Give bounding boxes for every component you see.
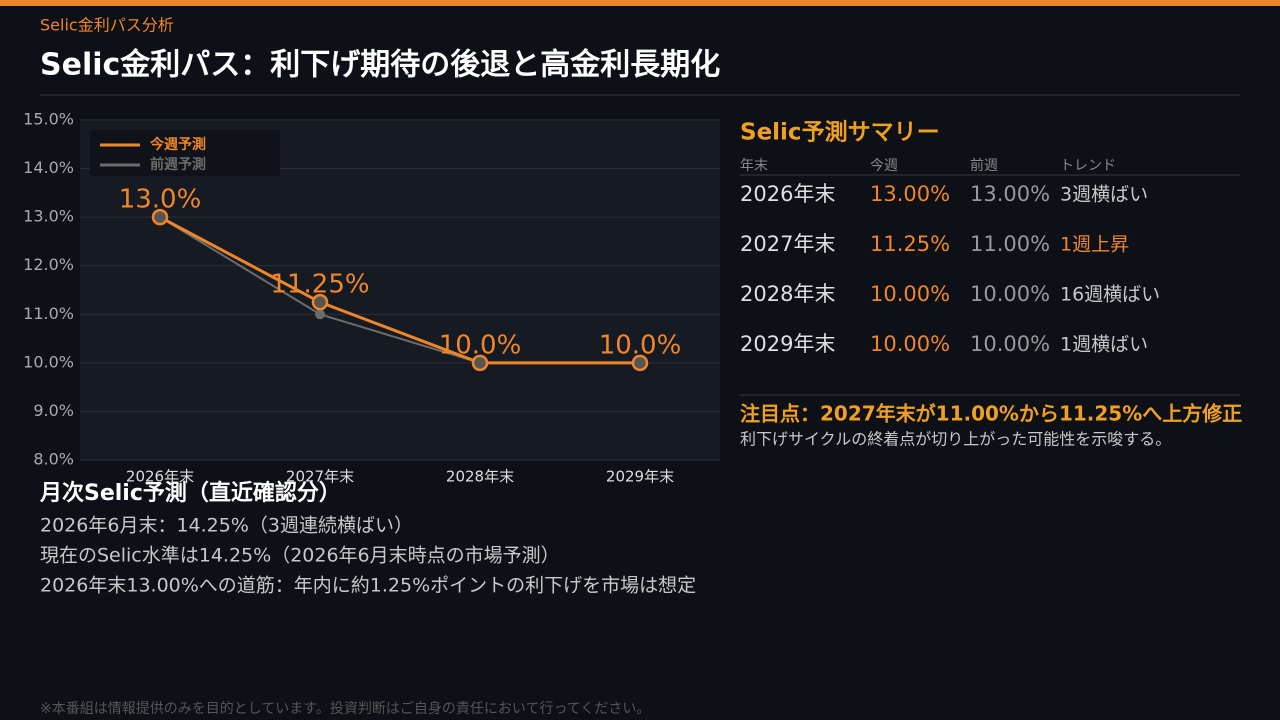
y-tick-label: 9.0% xyxy=(33,401,74,420)
page-title: Selic金利パス：利下げ期待の後退と高金利長期化 xyxy=(40,48,720,83)
plot-area xyxy=(80,120,720,460)
point xyxy=(471,354,489,372)
monthly-title: 月次Selic予測（直近確認分） xyxy=(39,480,341,506)
row-label: 2027年末 xyxy=(740,232,835,256)
y-tick-label: 10.0% xyxy=(23,352,74,371)
monthly-line: 2026年末13.00%への道筋：年内に約1.25%ポイントの利下げを市場は想定 xyxy=(40,575,696,597)
this-week: 11.25% xyxy=(870,232,950,256)
data-label: 10.0% xyxy=(439,330,522,360)
last-week: 10.00% xyxy=(970,282,1050,306)
column-header: 今週 xyxy=(870,158,898,174)
row-label: 2029年末 xyxy=(740,332,835,356)
data-label: 11.25% xyxy=(270,270,369,300)
this-week: 10.00% xyxy=(870,332,950,356)
data-label: 10.0% xyxy=(599,330,682,360)
note-body: 利下げサイクルの終着点が切り上がった可能性を示唆する。 xyxy=(740,430,1171,449)
row-label: 2026年末 xyxy=(740,182,835,206)
data-label: 13.0% xyxy=(119,185,202,215)
kicker: Selic金利パス分析 xyxy=(40,16,174,35)
monthly-line: 現在のSelic水準は14.25%（2026年6月末時点の市場予測） xyxy=(40,545,560,567)
note-headline: 注目点：2027年末が11.00%から11.25%へ上方修正 xyxy=(740,402,1242,426)
trend: 3週横ばい xyxy=(1060,184,1148,206)
x-tick-label: 2028年末 xyxy=(446,468,514,486)
point xyxy=(315,309,325,320)
last-week: 13.00% xyxy=(970,182,1050,206)
y-tick-label: 15.0% xyxy=(23,110,74,129)
top-bar xyxy=(0,0,1280,6)
y-tick-label: 13.0% xyxy=(23,207,74,226)
column-header: 年末 xyxy=(740,158,768,174)
y-tick-label: 8.0% xyxy=(33,450,74,469)
last-week: 11.00% xyxy=(970,232,1050,256)
legend-label: 前週予測 xyxy=(150,156,206,173)
point xyxy=(311,293,329,311)
column-header: 前週 xyxy=(970,157,998,174)
this-week: 13.00% xyxy=(870,182,950,206)
legend-label: 今週予測 xyxy=(149,136,206,153)
monthly-line: 2026年6月末：14.25%（3週連続横ばい） xyxy=(40,515,413,537)
trend: 1週上昇 xyxy=(1060,234,1129,256)
y-tick-label: 11.0% xyxy=(23,304,74,323)
row-label: 2028年末 xyxy=(740,282,835,306)
legend-box xyxy=(90,130,280,176)
this-week: 10.00% xyxy=(870,282,950,306)
x-tick-label: 2029年末 xyxy=(606,468,674,486)
footer: ※本番組は情報提供のみを目的としています。投資判断はご自身の責任において行ってく… xyxy=(40,701,650,717)
point xyxy=(151,208,169,226)
x-tick-label: 2026年末 xyxy=(126,468,194,486)
series-line xyxy=(159,215,640,365)
column-header: トレンド xyxy=(1060,158,1116,174)
trend: 16週横ばい xyxy=(1060,284,1160,306)
y-tick-label: 12.0% xyxy=(23,255,74,274)
y-tick-label: 14.0% xyxy=(23,158,74,177)
trend: 1週横ばい xyxy=(1060,334,1148,356)
point xyxy=(631,354,649,372)
x-tick-label: 2027年末 xyxy=(286,468,354,486)
summary-title: Selic予測サマリー xyxy=(740,120,940,146)
last-week: 10.00% xyxy=(970,332,1050,356)
